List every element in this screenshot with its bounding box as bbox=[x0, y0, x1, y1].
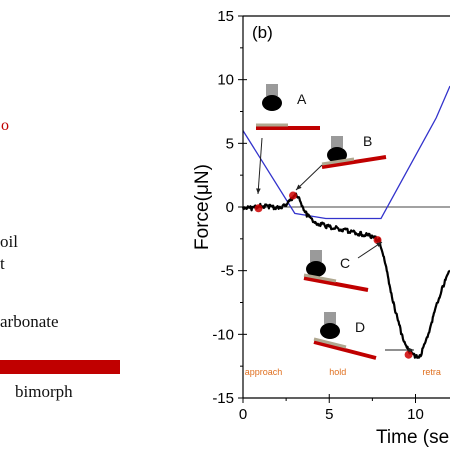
inset-c-substrate bbox=[303, 276, 369, 292]
drive-signal-line bbox=[242, 85, 450, 220]
t-fragment-label: t bbox=[0, 254, 5, 273]
annotation-d: D bbox=[355, 319, 365, 335]
x-axis-label: Time (se bbox=[376, 427, 449, 448]
inset-d-substrate bbox=[313, 340, 377, 360]
inset-c-cantilever bbox=[310, 250, 322, 262]
y-tick-label: 10 bbox=[217, 72, 234, 89]
phase-label-2: hold bbox=[329, 367, 346, 377]
inset-d-sample bbox=[313, 337, 347, 349]
x-tick-label: 5 bbox=[325, 406, 333, 423]
inset-b-sample bbox=[321, 157, 355, 166]
annotation-c: C bbox=[340, 255, 350, 271]
circle-fragment-label: o bbox=[1, 117, 9, 134]
inset-b-cantilever bbox=[331, 136, 343, 148]
inset-b-substrate bbox=[321, 155, 387, 169]
y-tick-label: 5 bbox=[226, 135, 234, 152]
y-tick-label: 0 bbox=[226, 199, 234, 216]
marker-point-2 bbox=[289, 191, 298, 200]
inset-c-arrowhead bbox=[376, 242, 382, 248]
inset-a-particle bbox=[262, 95, 282, 111]
inset-b-arrow bbox=[295, 164, 323, 191]
marker-point-3 bbox=[373, 236, 382, 245]
bimorph-bar bbox=[0, 360, 120, 374]
inset-a-arrow bbox=[257, 137, 263, 195]
oil-fragment-label: oil bbox=[0, 232, 18, 251]
annotation-a: A bbox=[297, 91, 307, 107]
annotation-b: B bbox=[363, 133, 372, 149]
inset-b-particle bbox=[327, 147, 347, 163]
y-axis-label: Force(μN) bbox=[192, 164, 213, 250]
x-tick-label: 0 bbox=[239, 406, 247, 423]
inset-a-arrowhead bbox=[256, 188, 261, 194]
y-tick-label: 15 bbox=[217, 8, 234, 25]
phase-label-1: approach bbox=[245, 367, 283, 377]
inset-d-particle bbox=[320, 323, 340, 339]
inset-b-arrowhead bbox=[296, 184, 302, 190]
marker-point-1 bbox=[254, 204, 263, 213]
bimorph-label: bimorph bbox=[15, 382, 73, 401]
y-tick-label: -5 bbox=[221, 263, 234, 280]
panel-label: (b) bbox=[252, 23, 273, 42]
phase-label-3: retra bbox=[422, 367, 441, 377]
inset-d-arrowhead bbox=[408, 347, 414, 353]
inset-a-cantilever bbox=[266, 84, 278, 96]
inset-d-cantilever bbox=[324, 312, 336, 324]
carbonate-fragment-label: arbonate bbox=[0, 312, 59, 331]
marker-point-4 bbox=[404, 350, 413, 359]
y-tick-label: -10 bbox=[212, 326, 234, 343]
inset-c-particle bbox=[306, 261, 326, 277]
inset-c-sample bbox=[303, 273, 337, 283]
force-trace-line bbox=[241, 192, 450, 359]
x-tick-label: 10 bbox=[407, 406, 424, 423]
y-tick-label: -15 bbox=[212, 390, 234, 407]
